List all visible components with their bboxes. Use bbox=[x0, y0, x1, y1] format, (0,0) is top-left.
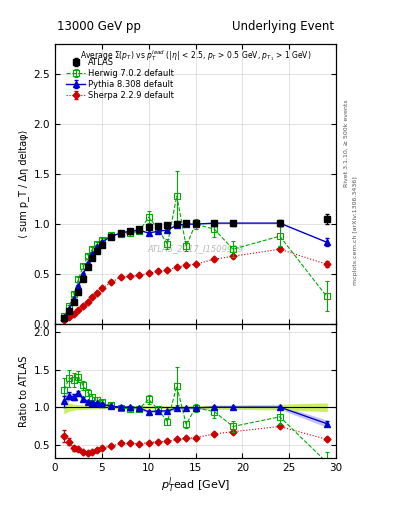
Text: Underlying Event: Underlying Event bbox=[232, 19, 334, 33]
Legend: ATLAS, Herwig 7.0.2 default, Pythia 8.308 default, Sherpa 2.2.9 default: ATLAS, Herwig 7.0.2 default, Pythia 8.30… bbox=[65, 56, 176, 102]
Text: ATLAS_2017_I1509919: ATLAS_2017_I1509919 bbox=[147, 244, 244, 253]
Y-axis label: ⟨ sum p_T / Δη deltaφ⟩: ⟨ sum p_T / Δη deltaφ⟩ bbox=[18, 130, 29, 238]
Text: 13000 GeV pp: 13000 GeV pp bbox=[57, 19, 141, 33]
X-axis label: $p_T^l$ead [GeV]: $p_T^l$ead [GeV] bbox=[161, 476, 230, 496]
Text: mcplots.cern.ch [arXiv:1306.3436]: mcplots.cern.ch [arXiv:1306.3436] bbox=[353, 176, 358, 285]
Text: Average $\Sigma(p_T)$ vs $p_T^{lead}$ ($|\eta|$ < 2.5, $p_T$ > 0.5 GeV, $p_{T_1}: Average $\Sigma(p_T)$ vs $p_T^{lead}$ ($… bbox=[80, 48, 311, 62]
Text: Rivet 3.1.10, ≥ 500k events: Rivet 3.1.10, ≥ 500k events bbox=[344, 99, 349, 187]
Y-axis label: Ratio to ATLAS: Ratio to ATLAS bbox=[19, 356, 29, 427]
